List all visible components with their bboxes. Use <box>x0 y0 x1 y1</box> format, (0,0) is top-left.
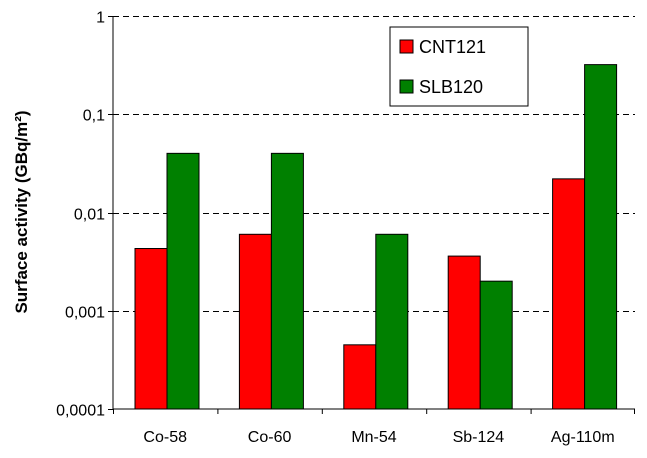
legend: CNT121 SLB120 <box>389 26 529 107</box>
gridlines <box>113 16 635 312</box>
bar-cnt121-ag-110m <box>552 178 586 410</box>
bar-cnt121-sb-124 <box>447 255 481 410</box>
x-ticks: Co-58 Co-60 Mn-54 Sb-124 Ag-110m <box>113 409 635 446</box>
bar-cnt121-co-58 <box>134 248 168 410</box>
y-tick-label: 0,01 <box>74 207 105 224</box>
bar-slb120-co-60 <box>270 152 304 410</box>
axes <box>112 16 635 410</box>
legend-label-cnt121: CNT121 <box>419 37 486 57</box>
y-tick-label: 1 <box>96 10 105 27</box>
bar-cnt121-mn-54 <box>343 344 377 410</box>
y-ticks: 0,0001 0,001 0,01 0,1 1 <box>56 10 113 420</box>
legend-label-slb120: SLB120 <box>419 77 483 97</box>
bar-slb120-ag-110m <box>584 64 618 410</box>
legend-swatch-cnt121 <box>399 39 414 54</box>
y-tick-label: 0,0001 <box>56 403 105 420</box>
x-tick-label: Co-58 <box>143 429 187 446</box>
y-tick-label: 0,1 <box>83 108 105 125</box>
bar-slb120-co-58 <box>166 152 200 410</box>
x-tick-label: Sb-124 <box>453 429 505 446</box>
x-tick-label: Ag-110m <box>551 429 615 446</box>
bar-cnt121-co-60 <box>238 233 272 410</box>
legend-swatch-slb120 <box>399 79 414 94</box>
y-tick-label: 0,001 <box>65 305 105 322</box>
bar-slb120-sb-124 <box>479 280 513 410</box>
y-axis-label: Surface activity (GBq/m²) <box>12 110 31 313</box>
x-tick-label: Co-60 <box>248 429 292 446</box>
x-tick-label: Mn-54 <box>351 429 396 446</box>
bar-slb120-mn-54 <box>375 233 409 410</box>
bars <box>134 64 618 410</box>
